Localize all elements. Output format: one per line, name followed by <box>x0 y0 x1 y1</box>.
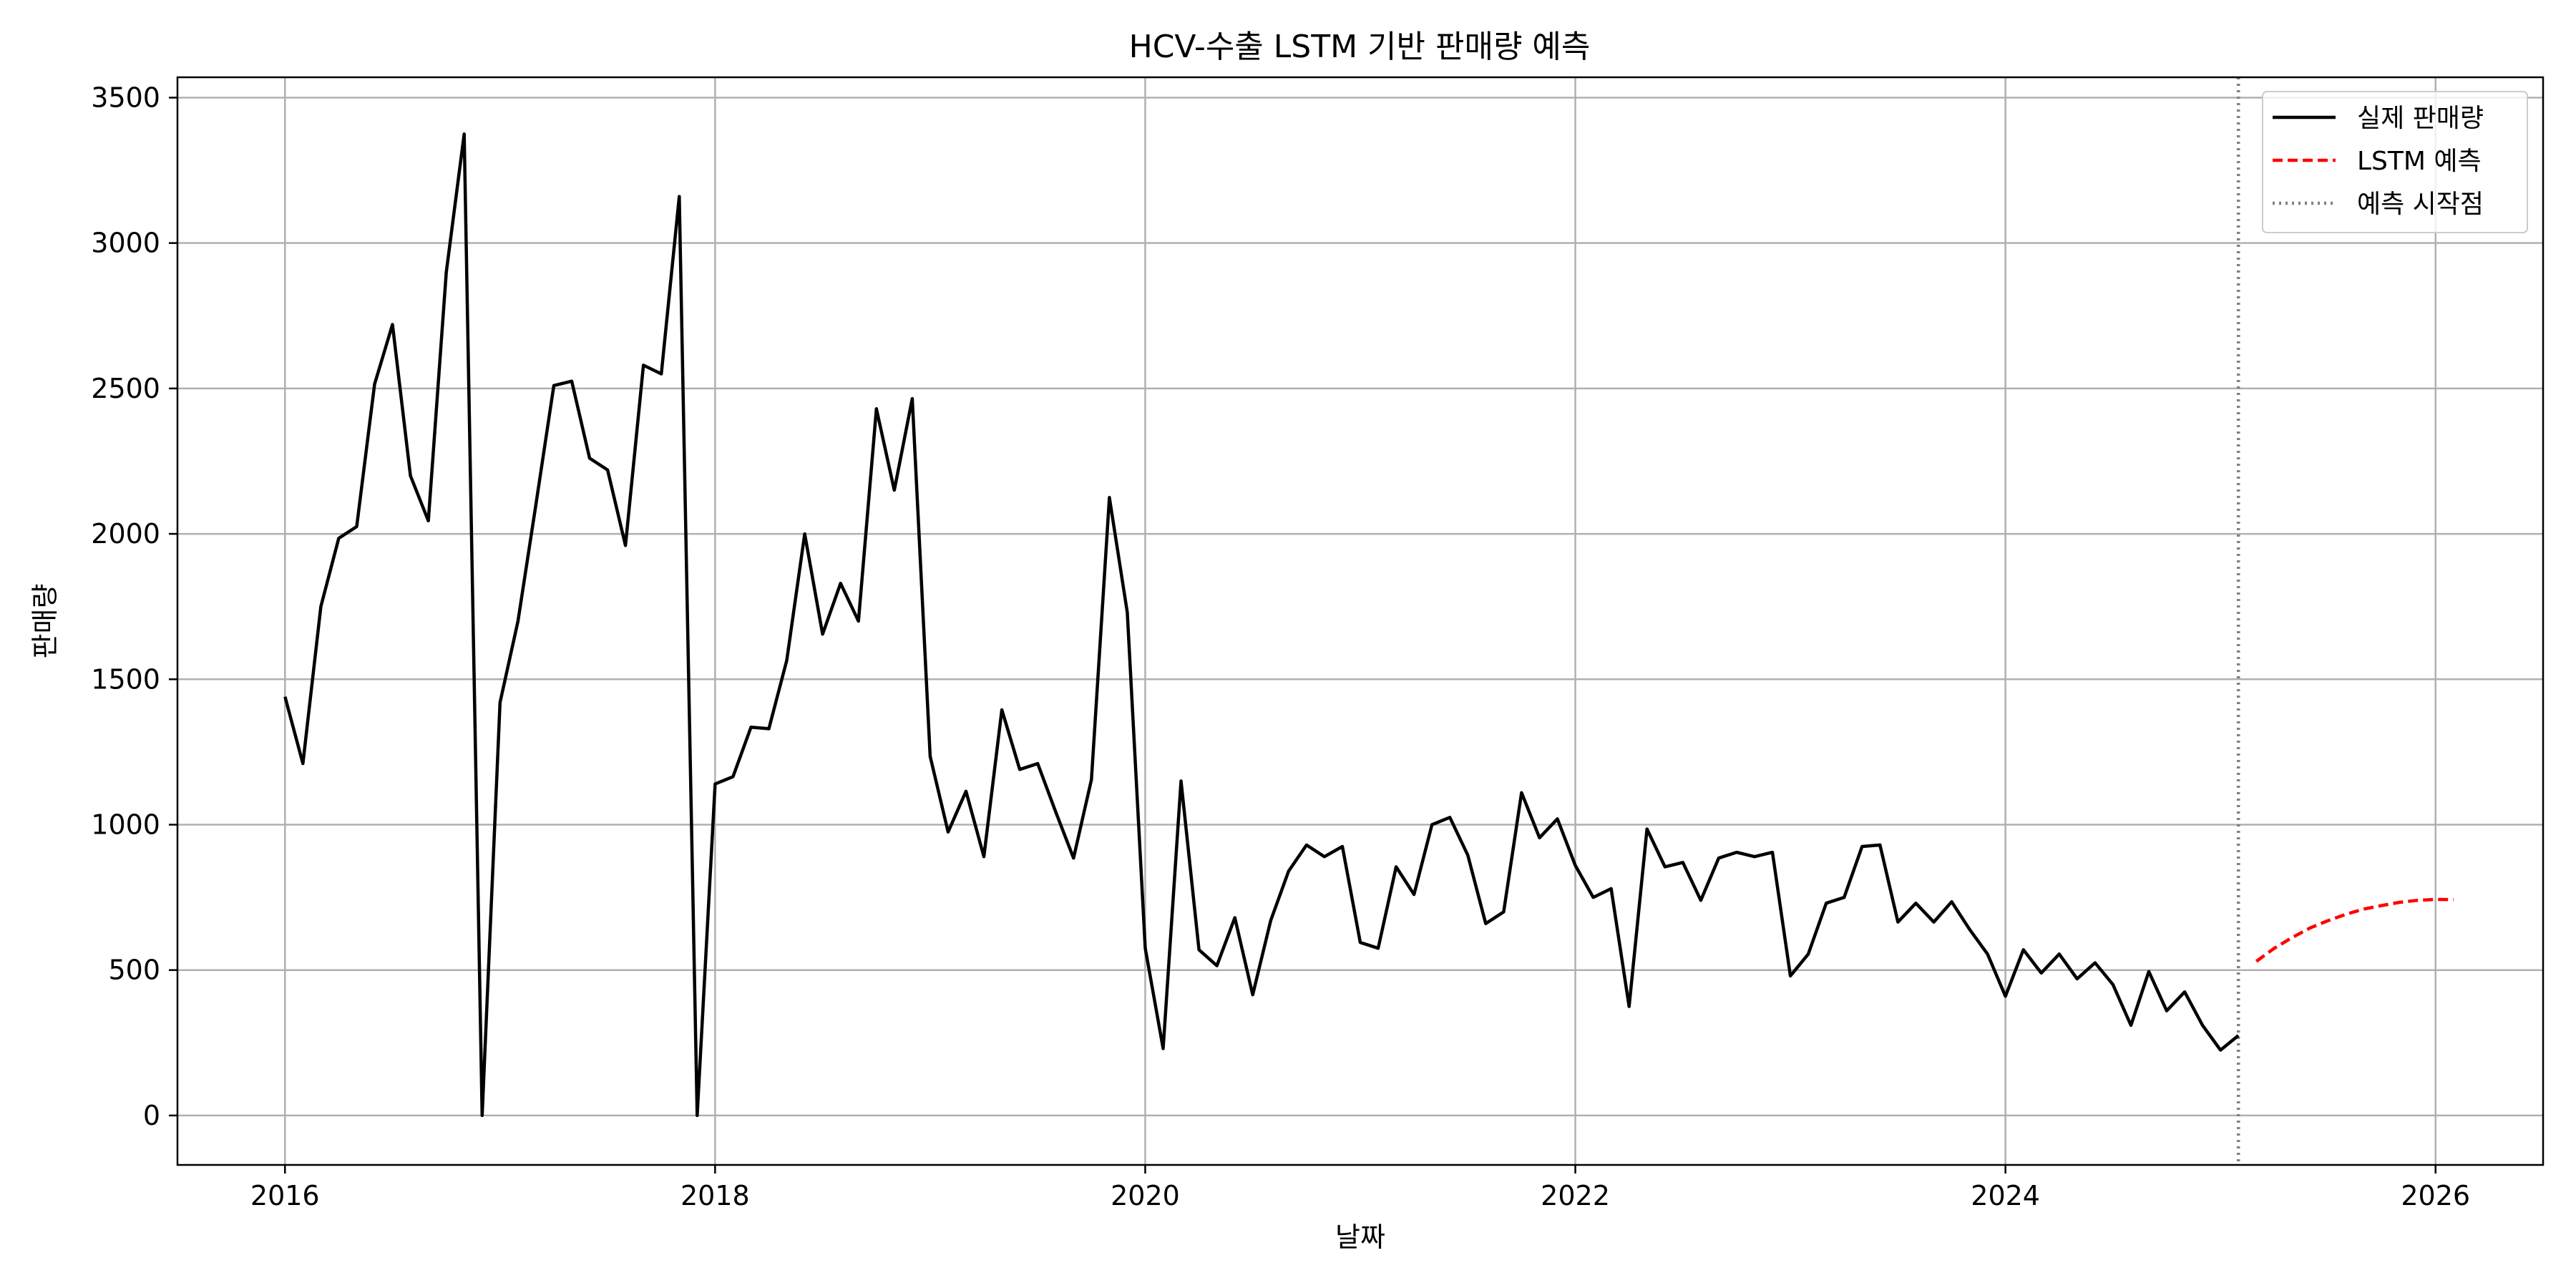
plot-frame <box>176 76 2545 1166</box>
y-tick-label: 1000 <box>91 809 160 840</box>
x-tick-label: 2026 <box>2401 1180 2470 1211</box>
series-layer <box>283 132 2454 1118</box>
legend-label: LSTM 예측 <box>2357 147 2482 176</box>
series-line-1 <box>2255 897 2454 963</box>
y-tick-label: 500 <box>108 955 160 986</box>
grid <box>177 77 2543 1165</box>
y-axis-label: 판매량 <box>29 584 61 659</box>
legend-label: 예측 시작점 <box>2357 190 2484 219</box>
series-line-0 <box>283 132 2240 1118</box>
y-tick-label: 3000 <box>91 228 160 259</box>
x-tick-label: 2024 <box>1971 1180 2040 1211</box>
x-tick-label: 2020 <box>1111 1180 1180 1211</box>
y-tick-label: 1500 <box>91 663 160 695</box>
y-axis: 0 500 1000 1500 2000 2500 3000 3500 <box>91 82 177 1131</box>
y-tick-label: 2500 <box>91 373 160 404</box>
y-tick-label: 2000 <box>91 518 160 550</box>
y-tick-label: 0 <box>143 1100 160 1131</box>
x-axis: 2016 2018 2020 2022 2024 2026 <box>250 1165 2470 1211</box>
x-axis-label: 날짜 <box>1335 1221 1385 1253</box>
chart-title: HCV-수출 LSTM 기반 판매량 예측 <box>1129 29 1591 65</box>
legend-box <box>2262 91 2528 233</box>
x-tick-label: 2022 <box>1541 1180 1610 1211</box>
legend-label: 실제 판매량 <box>2357 104 2484 133</box>
x-tick-label: 2018 <box>680 1180 750 1211</box>
y-tick-label: 3500 <box>91 82 160 113</box>
x-tick-label: 2016 <box>250 1180 320 1211</box>
